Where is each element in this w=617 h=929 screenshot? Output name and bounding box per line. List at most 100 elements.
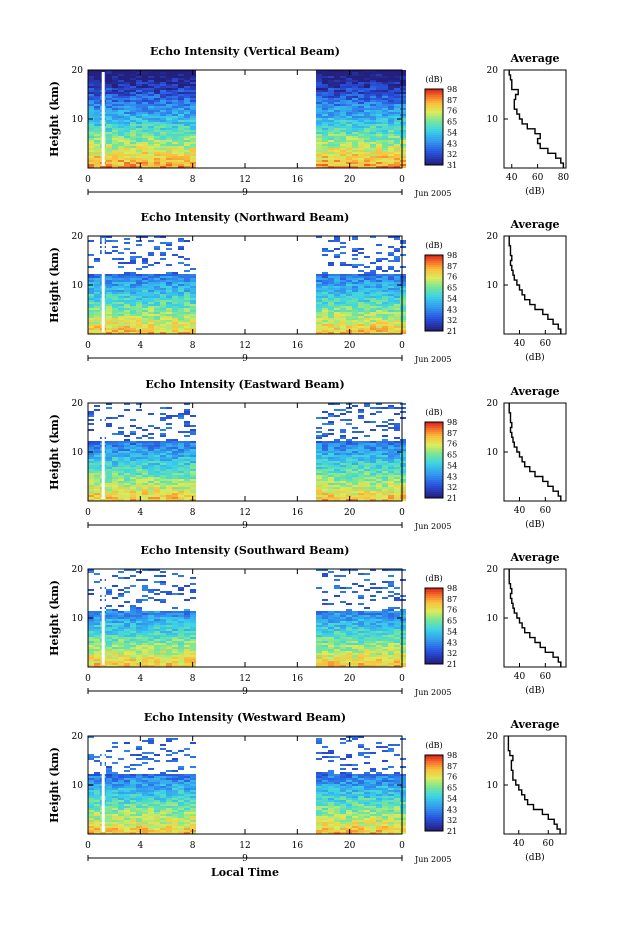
heatmap-cell (334, 623, 340, 625)
colorbar-tick-label: 76 (447, 273, 457, 282)
heatmap-cell (400, 467, 406, 469)
heatmap-cell (346, 132, 352, 134)
colorbar-segment (425, 161, 443, 164)
heatmap-cell (190, 637, 196, 639)
heatmap-cell (136, 84, 142, 86)
heatmap-cell (316, 78, 322, 80)
heatmap-cell (370, 569, 376, 571)
heatmap-cell (124, 643, 130, 645)
heatmap-cell (328, 284, 334, 286)
heatmap-cell (184, 609, 190, 611)
heatmap-cell (382, 463, 388, 465)
heatmap-cell (352, 449, 358, 451)
heatmap-cell (154, 236, 160, 238)
heatmap-cell (370, 296, 376, 298)
heatmap-cell (328, 76, 334, 78)
y-tick-label: 10 (72, 115, 84, 125)
heatmap-cell (322, 487, 328, 489)
heatmap-cell (400, 493, 406, 495)
heatmap-cell (334, 106, 340, 108)
heatmap-cell (340, 104, 346, 106)
heatmap-cell (184, 134, 190, 136)
colorbar-tick-label: 98 (447, 251, 457, 260)
heatmap-cell (394, 461, 400, 463)
heatmap-cell (334, 455, 340, 457)
heatmap-cell (124, 435, 130, 437)
heatmap-cell (142, 282, 148, 284)
heatmap-cell (154, 312, 160, 314)
heatmap-cell (136, 324, 142, 326)
heatmap-cell (370, 413, 376, 415)
heatmap-cell (136, 108, 142, 110)
colorbar-tick-label: 54 (447, 461, 457, 470)
heatmap-cell (106, 106, 112, 108)
heatmap-cell (400, 455, 406, 457)
heatmap-cell (388, 481, 394, 483)
heatmap-cell (370, 284, 376, 286)
heatmap-cell (364, 495, 370, 497)
heatmap-cell (184, 459, 190, 461)
heatmap-cell (124, 278, 130, 280)
heatmap-cell (142, 489, 148, 491)
heatmap-cell (178, 306, 184, 308)
heatmap-cell (376, 491, 382, 493)
heatmap-cell (166, 78, 172, 80)
heatmap-cell (112, 146, 118, 148)
heatmap-cell (166, 278, 172, 280)
heatmap-cell (148, 641, 154, 643)
heatmap-cell (340, 90, 346, 92)
heatmap-cell (94, 475, 100, 477)
heatmap-cell (322, 627, 328, 629)
heatmap-cell (106, 134, 112, 136)
heatmap-cell (124, 290, 130, 292)
heatmap-cell (322, 276, 328, 278)
heatmap-cell (130, 252, 136, 254)
heatmap-cell (106, 102, 112, 104)
heatmap-cell (118, 324, 124, 326)
heatmap-cell (340, 148, 346, 150)
heatmap-cell (358, 248, 364, 250)
heatmap-cell (112, 495, 118, 497)
heatmap-cell (394, 152, 400, 154)
heatmap-cell (388, 322, 394, 324)
heatmap-cell (382, 104, 388, 106)
heatmap-cell (106, 110, 112, 112)
heatmap-cell (316, 437, 322, 439)
heatmap-cell (172, 469, 178, 471)
heatmap-cell (118, 102, 124, 104)
heatmap-cell (154, 282, 160, 284)
heatmap-cell (190, 451, 196, 453)
heatmap-cell (340, 499, 346, 501)
heatmap-cell (94, 294, 100, 296)
profile-x-tick-label: 40 (506, 173, 518, 183)
heatmap-cell (190, 146, 196, 148)
heatmap-cell (106, 122, 112, 124)
heatmap-cell (346, 154, 352, 156)
heatmap-cell (382, 278, 388, 280)
heatmap-cell (88, 114, 94, 116)
colorbar-segment (425, 325, 443, 328)
heatmap-cell (106, 74, 112, 76)
heatmap-cell (328, 483, 334, 485)
colorbar-segment (425, 109, 443, 112)
heatmap-cell (178, 415, 184, 417)
heatmap-cell (346, 286, 352, 288)
heatmap-cell (400, 417, 406, 419)
heatmap-cell (190, 156, 196, 158)
heatmap-cell (346, 308, 352, 310)
heatmap-cell (136, 158, 142, 160)
heatmap-cell (388, 100, 394, 102)
heatmap-cell (334, 483, 340, 485)
heatmap-cell (136, 274, 142, 276)
colorbar-segment (425, 115, 443, 118)
heatmap-cell (364, 617, 370, 619)
heatmap-cell (112, 328, 118, 330)
heatmap-cell (136, 615, 142, 617)
heatmap-cell (376, 98, 382, 100)
heatmap-cell (364, 128, 370, 130)
heatmap-cell (178, 635, 184, 637)
heatmap-cell (364, 465, 370, 467)
heatmap-cell (172, 330, 178, 332)
heatmap-cell (142, 138, 148, 140)
heatmap-cell (364, 156, 370, 158)
